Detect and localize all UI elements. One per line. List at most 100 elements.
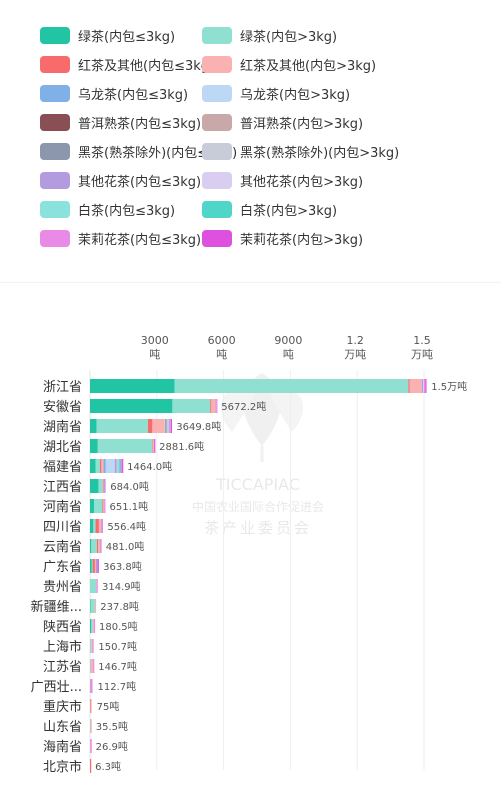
bar-segment[interactable] (102, 499, 104, 513)
bar-segment[interactable] (409, 379, 422, 393)
bar-segment[interactable] (101, 519, 104, 533)
bar-segment[interactable] (93, 659, 95, 673)
bar-segment[interactable] (91, 639, 93, 653)
bar-segment[interactable] (90, 579, 97, 593)
bar-segment[interactable] (174, 379, 409, 393)
bar-segment[interactable] (96, 579, 98, 593)
bar-segment[interactable] (90, 659, 94, 673)
bar-segment[interactable] (90, 679, 92, 693)
bar-segment[interactable] (101, 459, 104, 473)
bar-segment[interactable] (90, 699, 92, 713)
bar-segment[interactable] (90, 659, 92, 673)
bar-segment[interactable] (103, 459, 106, 473)
bar-segment[interactable] (114, 459, 117, 473)
bar-segment[interactable] (216, 399, 218, 413)
legend-item[interactable]: 茉莉花茶(内包>3kg) (202, 228, 363, 248)
legend-item[interactable]: 乌龙茶(内包≤3kg) (40, 83, 188, 103)
legend-item[interactable]: 红茶及其他(内包>3kg) (202, 54, 376, 74)
bar-segment[interactable] (168, 419, 171, 433)
bar-segment[interactable] (98, 479, 103, 493)
bar-segment[interactable] (211, 399, 216, 413)
legend-item[interactable]: 普洱熟茶(内包>3kg) (202, 112, 363, 132)
bar-segment[interactable] (90, 439, 98, 453)
legend-item[interactable]: 绿茶(内包>3kg) (202, 25, 337, 45)
bar-segment[interactable] (92, 559, 95, 573)
legend-item[interactable]: 其他花茶(内包≤3kg) (40, 170, 201, 190)
bar-segment[interactable] (96, 539, 99, 553)
bar-segment[interactable] (96, 559, 98, 573)
bar-segment[interactable] (97, 439, 153, 453)
bar-segment[interactable] (103, 499, 105, 513)
bar-segment[interactable] (90, 759, 92, 773)
bar-segment[interactable] (104, 499, 106, 513)
bar-segment[interactable] (90, 419, 97, 433)
legend-item[interactable]: 黑茶(熟茶除外)(内包>3kg) (202, 141, 399, 161)
bar-segment[interactable] (94, 499, 103, 513)
bar-segment[interactable] (96, 419, 148, 433)
bar-segment[interactable] (117, 459, 120, 473)
bar-segment[interactable] (152, 419, 165, 433)
bar-segment[interactable] (90, 599, 95, 613)
bar-segment[interactable] (100, 459, 102, 473)
legend-item[interactable]: 白茶(内包>3kg) (202, 199, 337, 219)
bar-segment[interactable] (97, 559, 99, 573)
bar-segment[interactable] (91, 559, 93, 573)
bar-segment[interactable] (152, 439, 155, 453)
bar-segment[interactable] (154, 439, 156, 453)
bar-segment[interactable] (172, 399, 211, 413)
bar-segment[interactable] (90, 719, 92, 733)
legend-item[interactable]: 绿茶(内包≤3kg) (40, 25, 175, 45)
bar-segment[interactable] (104, 479, 106, 493)
bar-segment[interactable] (94, 599, 97, 613)
bar-segment[interactable] (210, 399, 212, 413)
bar-segment[interactable] (90, 559, 92, 573)
bar-segment[interactable] (421, 379, 424, 393)
bar-segment[interactable] (116, 459, 118, 473)
bar-segment[interactable] (95, 519, 99, 533)
bar-segment[interactable] (424, 379, 426, 393)
bar-segment[interactable] (122, 459, 124, 473)
bar-segment[interactable] (165, 419, 167, 433)
legend-item[interactable]: 白茶(内包≤3kg) (40, 199, 175, 219)
bar-segment[interactable] (169, 419, 171, 433)
bar-segment[interactable] (90, 399, 173, 413)
bar-segment[interactable] (90, 639, 92, 653)
bar-segment[interactable] (91, 619, 93, 633)
bar-segment[interactable] (147, 419, 153, 433)
bar-segment[interactable] (92, 619, 94, 633)
legend-item[interactable]: 其他花茶(内包>3kg) (202, 170, 363, 190)
bar-segment[interactable] (90, 499, 95, 513)
bar-segment[interactable] (90, 739, 92, 753)
bar-segment[interactable] (95, 459, 101, 473)
bar-segment[interactable] (94, 559, 97, 573)
bar-segment[interactable] (90, 519, 94, 533)
bar-segment[interactable] (100, 539, 102, 553)
bar-segment[interactable] (101, 519, 103, 533)
bar-segment[interactable] (408, 379, 410, 393)
bar-segment[interactable] (90, 379, 175, 393)
legend-item[interactable]: 乌龙茶(内包>3kg) (202, 83, 350, 103)
legend-item[interactable]: 普洱熟茶(内包≤3kg) (40, 112, 201, 132)
legend-item[interactable]: 黑茶(熟茶除外)(内包≤3kg) (40, 141, 237, 161)
bar-segment[interactable] (90, 619, 92, 633)
bar-segment[interactable] (90, 459, 96, 473)
bar-segment[interactable] (98, 539, 101, 553)
legend-item[interactable]: 茉莉花茶(内包≤3kg) (40, 228, 201, 248)
bar-segment[interactable] (164, 419, 166, 433)
bar-segment[interactable] (423, 379, 425, 393)
bar-segment[interactable] (92, 639, 94, 653)
bar-segment[interactable] (91, 679, 93, 693)
bar-segment[interactable] (90, 479, 99, 493)
bar-segment[interactable] (91, 539, 97, 553)
bar-segment[interactable] (166, 419, 169, 433)
legend-item[interactable]: 红茶及其他(内包≤3kg) (40, 54, 214, 74)
bar-segment[interactable] (120, 459, 123, 473)
bar-segment[interactable] (93, 619, 96, 633)
bar-segment[interactable] (170, 419, 173, 433)
bar-segment[interactable] (105, 459, 115, 473)
bar-segment[interactable] (90, 539, 92, 553)
bar-segment[interactable] (103, 479, 105, 493)
bar-segment[interactable] (98, 519, 102, 533)
bar-segment[interactable] (93, 519, 96, 533)
bar-segment[interactable] (425, 379, 427, 393)
